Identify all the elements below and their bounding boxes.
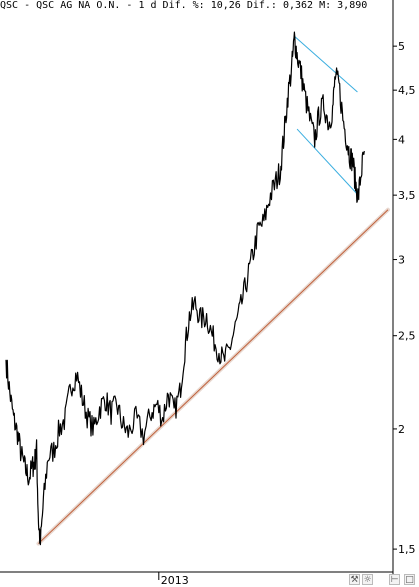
trendline: [38, 209, 389, 544]
y-tick-label: 1,5: [398, 543, 416, 556]
y-tick-label: 3,5: [398, 189, 416, 202]
channel-lower-line: [296, 128, 359, 196]
price-series-line: [5, 31, 365, 546]
y-axis: 5 4,5 4 3,5 3 2,5 2 1,5: [392, 0, 416, 574]
settings-icon[interactable]: ☼: [362, 574, 373, 585]
channel-upper-line: [294, 35, 358, 93]
y-tick-label: 4,5: [398, 84, 416, 97]
y-tick-label: 5: [398, 40, 405, 53]
plot-area: [5, 31, 390, 546]
box-icon[interactable]: □: [404, 574, 415, 585]
x-tick-label: 2013: [161, 574, 189, 587]
tool-icon[interactable]: ⚒: [349, 574, 360, 585]
y-tick-label: 2: [398, 423, 405, 436]
y-tick-label: 2,5: [398, 330, 416, 343]
y-tick-label: 4: [398, 133, 405, 146]
y-tick-label: 3: [398, 254, 405, 267]
chart-header: QSC - QSC AG NA O.N. - 1 d Dif. %: 10,26…: [0, 0, 368, 11]
pin-icon[interactable]: ⊢: [389, 574, 400, 585]
x-axis: 2013: [0, 571, 393, 587]
